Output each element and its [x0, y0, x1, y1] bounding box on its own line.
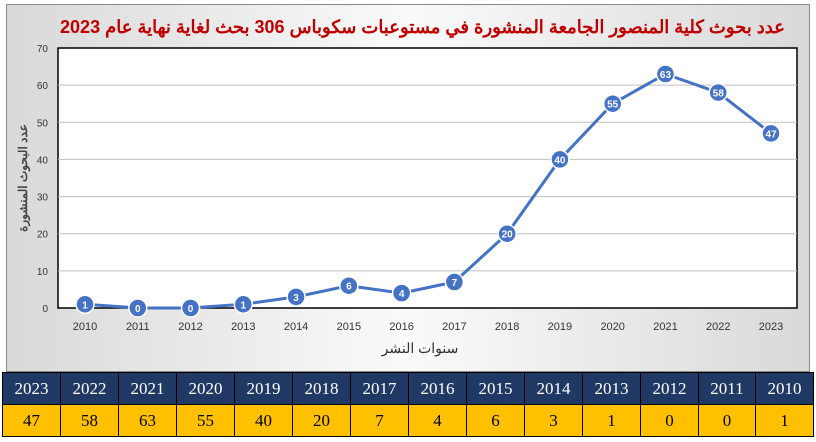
year-cell: 2018: [292, 372, 351, 405]
data-table: 2023 2022 2021 2020 2019 2018 2017 2016 2015 2014…: [2, 372, 815, 437]
data-label: 1: [241, 300, 247, 311]
count-cell: 1: [754, 404, 815, 437]
count-cell: 1: [582, 404, 641, 437]
count-cell: 4: [408, 404, 467, 437]
count-cell: 3: [524, 404, 583, 437]
year-cell: 2017: [350, 372, 409, 405]
data-point: [180, 298, 201, 318]
count-cell: 0: [698, 404, 756, 437]
data-label: 55: [607, 100, 619, 111]
count-cell: 47: [2, 404, 61, 437]
data-label: 3: [293, 293, 299, 304]
data-label: 6: [346, 282, 352, 293]
y-tick-label: 50: [37, 118, 49, 129]
data-point: [391, 283, 412, 303]
x-axis-label: سنوات النشر: [381, 340, 459, 357]
y-tick-label: 40: [37, 155, 49, 166]
data-label: 4: [399, 289, 405, 300]
data-point: [497, 223, 517, 244]
year-cell: 2012: [640, 372, 699, 405]
x-tick-label: 2013: [231, 321, 255, 333]
plot-area: [57, 47, 798, 309]
data-point: [602, 93, 623, 114]
year-cell: 2011: [698, 372, 756, 405]
year-cell: 2010: [754, 372, 815, 405]
y-axis-label: عدد البحوث المنشورة: [16, 124, 31, 232]
data-label: 20: [502, 230, 514, 241]
data-label: 40: [554, 155, 566, 166]
data-label: 7: [452, 278, 458, 289]
data-point: [550, 149, 570, 170]
y-tick-label: 10: [37, 267, 49, 278]
data-point: [444, 272, 465, 292]
data-label: 63: [660, 70, 672, 81]
count-row: 47 58 63 55 40 20 7 4 6 3 1 0 0 1: [2, 404, 815, 437]
x-tick-label: 2020: [600, 321, 624, 333]
data-point: [75, 294, 95, 315]
data-point: [708, 82, 728, 103]
count-cell: 6: [466, 404, 525, 437]
count-cell: 40: [234, 404, 293, 437]
year-cell: 2022: [60, 372, 119, 405]
year-cell: 2020: [176, 372, 235, 405]
y-tick-label: 60: [37, 81, 49, 92]
data-label: 47: [765, 129, 777, 140]
x-tick-label: 2010: [73, 321, 97, 333]
y-tick-label: 20: [37, 230, 49, 241]
x-tick-label: 2022: [706, 321, 730, 333]
year-cell: 2016: [408, 372, 467, 405]
data-point: [761, 123, 781, 144]
year-cell: 2014: [524, 372, 583, 405]
x-tick-label: 2012: [178, 321, 202, 333]
count-cell: 7: [350, 404, 409, 437]
chart-title: عدد بحوث كلية المنصور الجامعة المنشورة ف…: [60, 17, 785, 37]
count-cell: 58: [60, 404, 119, 437]
x-tick-label: 2019: [548, 321, 572, 333]
year-cell: 2019: [234, 372, 293, 405]
count-cell: 20: [292, 404, 351, 437]
x-tick-label: 2018: [495, 321, 519, 333]
data-label: 1: [82, 300, 88, 311]
x-tick-label: 2017: [442, 321, 466, 333]
x-tick-label: 2014: [284, 321, 308, 333]
year-cell: 2013: [582, 372, 641, 405]
data-point: [655, 64, 676, 84]
count-cell: 55: [176, 404, 235, 437]
count-cell: 0: [640, 404, 699, 437]
data-label: 58: [713, 89, 725, 100]
year-cell: 2015: [466, 372, 525, 405]
y-tick-label: 0: [42, 304, 48, 315]
data-point: [128, 298, 148, 318]
data-point: [339, 275, 359, 296]
year-cell: 2023: [2, 372, 61, 405]
y-tick-label: 70: [37, 44, 49, 55]
data-point: [233, 294, 254, 315]
year-cell: 2021: [118, 372, 177, 405]
x-tick-label: 2011: [126, 321, 150, 333]
data-label: 0: [188, 304, 194, 315]
x-tick-label: 2016: [389, 321, 413, 333]
data-point: [286, 287, 306, 307]
count-cell: 63: [118, 404, 177, 437]
data-label: 0: [135, 304, 141, 315]
y-tick-label: 30: [37, 193, 49, 204]
x-tick-label: 2023: [759, 321, 783, 333]
year-header-row: 2023 2022 2021 2020 2019 2018 2017 2016 2015 2014…: [2, 372, 815, 405]
x-tick-label: 2015: [337, 321, 361, 333]
x-tick-label: 2021: [653, 321, 677, 333]
